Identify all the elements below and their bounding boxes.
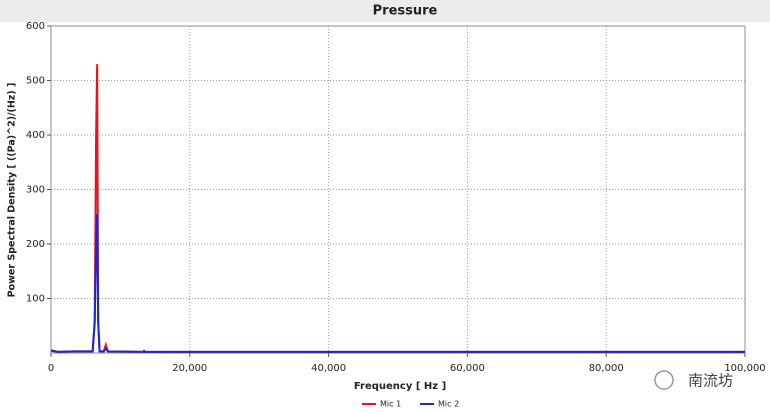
title-bar [0,0,770,22]
watermark: 南流坊 [654,370,733,390]
y-tick-label: 100 [26,294,45,305]
x-axis-label: Frequency [ Hz ] [354,381,446,392]
x-tick-label: 100,000 [724,363,765,374]
y-tick-label: 200 [26,239,45,250]
x-tick-label: 0 [48,363,54,374]
data-line [50,213,745,353]
y-axis-label: Power Spectral Density [ ((Pa)^2)/(Hz) ] [7,83,18,298]
watermark-text: 南流坊 [688,372,733,390]
watermark-icon [654,370,674,390]
y-tick-label: 300 [26,185,45,196]
chart-title: Pressure [373,4,438,19]
x-tick-label: 60,000 [450,363,485,374]
plot-area [50,25,746,354]
y-tick-label: 600 [26,21,45,32]
legend-label: Mic 1 [380,400,401,409]
legend-label: Mic 2 [438,400,459,409]
y-tick-label: 400 [26,130,45,141]
x-tick-label: 80,000 [589,363,624,374]
x-tick-label: 40,000 [311,363,346,374]
y-tick-label: 500 [26,76,45,87]
x-tick-label: 20,000 [172,363,207,374]
